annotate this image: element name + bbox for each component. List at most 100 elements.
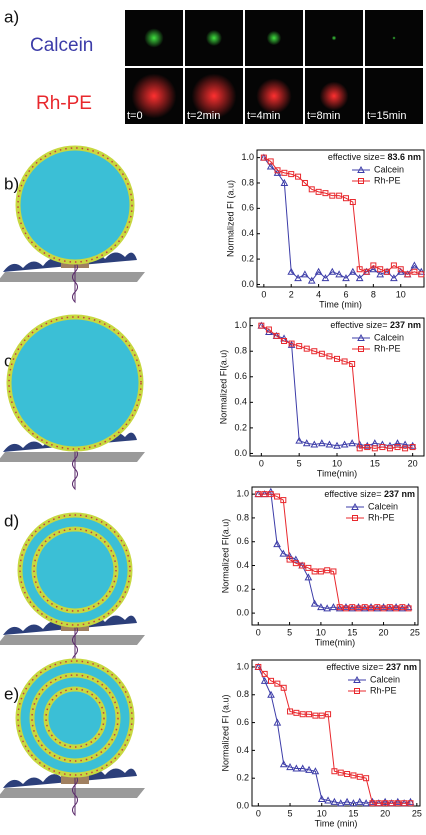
plot-frame (251, 486, 419, 626)
legend-label: Rh-PE (374, 343, 401, 353)
marker (298, 764, 307, 772)
marker (362, 799, 370, 807)
marker (355, 274, 364, 282)
marker (376, 270, 385, 278)
marker (280, 178, 289, 186)
marker (299, 562, 306, 569)
marker (342, 274, 350, 282)
fluorescent-spot (392, 36, 396, 40)
marker (333, 441, 341, 449)
x-tick-label: 10 (396, 289, 406, 299)
y-tick-label: 0.8 (236, 689, 249, 699)
marker (336, 799, 345, 807)
marker (356, 445, 363, 452)
fluorescent-spot (256, 78, 292, 114)
marker (405, 605, 412, 612)
x-tick-label: 15 (348, 808, 358, 818)
marker (261, 670, 268, 677)
marker (321, 274, 330, 282)
x-tick-label: 25 (410, 627, 420, 637)
marker (268, 677, 275, 684)
marker (280, 684, 287, 691)
marker (325, 440, 334, 448)
annotation-value: 237 nm (384, 489, 415, 499)
legend-marker (357, 333, 365, 341)
marker (386, 604, 393, 611)
substrate (0, 452, 145, 462)
y-tick-label: 0.2 (241, 253, 254, 263)
marker (255, 663, 262, 670)
x-axis-label: Time(min) (317, 468, 357, 478)
annotation-text: effective size= (330, 320, 387, 330)
series-line (258, 493, 409, 609)
x-tick-label: 15 (347, 627, 357, 637)
marker (379, 603, 388, 611)
marker (363, 268, 370, 275)
series-line (263, 157, 422, 275)
marker (280, 497, 287, 504)
marker (355, 605, 362, 612)
marker (406, 797, 415, 805)
marker (388, 800, 395, 807)
x-tick-label: 2 (289, 289, 294, 299)
tether (72, 256, 78, 304)
y-axis-label: Normalized FI (a.u) (225, 180, 235, 257)
marker (354, 603, 363, 611)
marker (273, 540, 281, 548)
marker (310, 440, 319, 448)
marker (402, 445, 409, 452)
y-tick-label: 0.8 (234, 346, 247, 356)
marker (344, 771, 351, 778)
x-tick-label: 5 (287, 627, 292, 637)
marker (286, 763, 294, 771)
x-tick-label: 10 (316, 627, 326, 637)
marker (303, 345, 310, 352)
marker (311, 348, 318, 355)
marker (293, 709, 300, 716)
marker (337, 769, 344, 776)
legend-marker (352, 515, 358, 521)
marker (364, 444, 371, 451)
marker (305, 564, 312, 571)
marker (390, 262, 397, 269)
y-tick-label: 0.4 (234, 397, 247, 407)
marker (314, 267, 323, 275)
marker (336, 604, 343, 611)
x-tick-label: 8 (371, 289, 376, 299)
legend-marker (358, 346, 364, 352)
y-tick-label: 0.6 (234, 371, 247, 381)
marker (369, 265, 378, 273)
inner-membrane-dots (31, 674, 119, 762)
legend-label: Calcein (368, 501, 398, 511)
x-tick-label: 10 (332, 458, 342, 468)
series-line (257, 666, 411, 804)
marker (318, 439, 326, 447)
marker (360, 604, 369, 612)
marker (361, 604, 368, 611)
micrograph (365, 68, 423, 124)
marker (369, 800, 376, 807)
y-tick-label: 0.4 (241, 228, 254, 238)
marker (371, 445, 378, 452)
x-tick-label: 0 (256, 808, 261, 818)
marker (318, 350, 325, 357)
marker (328, 267, 337, 275)
series-line (257, 666, 411, 804)
marker (292, 560, 299, 567)
marker (356, 266, 363, 273)
y-tick-label: 0.4 (236, 560, 249, 570)
marker (294, 274, 302, 282)
substrate (0, 788, 145, 798)
marker (274, 167, 281, 174)
marker (273, 718, 282, 726)
marker (393, 439, 402, 447)
inner-membrane-dots (33, 528, 117, 612)
marker (394, 444, 401, 451)
inner-membrane-dots (45, 688, 105, 748)
marker (265, 326, 272, 333)
marker (349, 604, 356, 611)
marker (324, 567, 331, 574)
marker (397, 266, 404, 273)
marker (266, 162, 275, 170)
